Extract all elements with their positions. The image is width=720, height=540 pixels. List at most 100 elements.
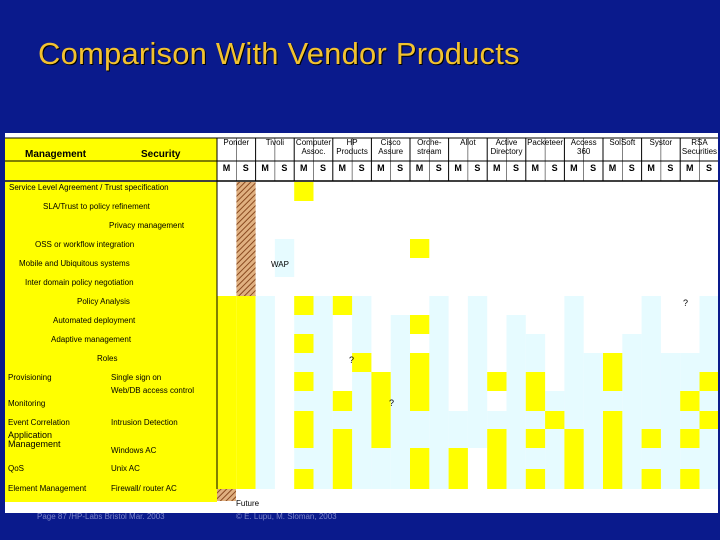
row-label: Element Management	[8, 484, 87, 493]
partial-cell	[429, 353, 449, 372]
yes-cell	[236, 372, 256, 391]
future-cell	[236, 182, 256, 201]
partial-cell	[564, 411, 584, 429]
vendor-header: Systor	[642, 138, 681, 147]
partial-cell	[680, 372, 700, 391]
vendor-name-line2: stream	[417, 147, 442, 156]
comparison-table: Management Security Ponder Tivoli Computer…	[5, 133, 718, 513]
partial-cell	[255, 429, 275, 448]
vendor-name-line2: Assoc.	[301, 147, 326, 156]
partial-cell	[622, 429, 642, 448]
partial-cell	[506, 448, 526, 469]
partial-cell	[699, 429, 718, 448]
column-s-label: S	[397, 163, 404, 173]
yes-cell	[217, 448, 237, 469]
table-grid	[5, 137, 718, 502]
row-label: Event Correlation	[8, 418, 70, 427]
yes-cell	[294, 182, 314, 201]
row-label: Provisioning	[8, 373, 52, 382]
partial-cell	[313, 411, 333, 429]
partial-cell	[699, 353, 718, 372]
yes-cell	[371, 391, 391, 411]
partial-cell	[641, 334, 661, 353]
yes-cell	[236, 353, 256, 372]
footer-left: Page 87 /HP-Labs Bristol Mar. 2003	[37, 512, 165, 521]
partial-cell	[622, 334, 642, 353]
header-security: Security	[141, 149, 181, 160]
partial-cell	[680, 353, 700, 372]
yes-cell	[603, 372, 623, 391]
vendor-name-line2: Ponder	[223, 138, 250, 147]
partial-cell	[352, 391, 372, 411]
yes-cell	[217, 429, 237, 448]
partial-cell	[583, 429, 603, 448]
column-s-label: S	[512, 163, 519, 173]
partial-cell	[583, 391, 603, 411]
empty-cell	[217, 239, 237, 258]
column-m-label: M	[531, 163, 540, 173]
partial-cell	[448, 411, 468, 429]
partial-cell	[622, 391, 642, 411]
vendor-header: Allot	[449, 138, 488, 147]
partial-cell	[660, 353, 681, 372]
partial-cell	[352, 411, 372, 429]
partial-cell	[622, 372, 642, 391]
yes-cell	[699, 372, 718, 391]
partial-cell	[352, 469, 372, 489]
partial-cell	[429, 411, 449, 429]
column-m-label: M	[338, 163, 347, 173]
yes-cell	[294, 469, 314, 489]
partial-cell	[660, 448, 681, 469]
vendor-name-line1: Active	[495, 138, 518, 147]
partial-cell	[622, 353, 642, 372]
yes-cell	[236, 429, 256, 448]
vendor-header: Ponder	[217, 138, 256, 147]
row-label: Monitoring	[8, 399, 46, 408]
question-mark-monitoring: ?	[389, 398, 395, 408]
vendor-name-line2: 360	[577, 147, 591, 156]
column-m-label: M	[222, 163, 231, 173]
yes-cell	[699, 411, 718, 429]
partial-cell	[313, 296, 333, 315]
partial-cell	[448, 429, 468, 448]
partial-cell	[352, 296, 372, 315]
yes-cell	[410, 315, 430, 334]
yes-cell	[217, 372, 237, 391]
yes-cell	[564, 469, 584, 489]
column-m-label: M	[415, 163, 424, 173]
yes-cell	[371, 429, 391, 448]
yes-cell	[332, 296, 353, 315]
yes-cell	[217, 353, 237, 372]
row-sublabel: Windows AC	[111, 446, 157, 455]
partial-cell	[255, 372, 275, 391]
partial-cell	[641, 296, 661, 315]
yes-cell	[410, 372, 430, 391]
yes-cell	[352, 353, 372, 372]
column-m-label: M	[299, 163, 308, 173]
partial-cell	[313, 353, 333, 372]
partial-cell	[506, 334, 526, 353]
column-m-label: M	[492, 163, 501, 173]
row-sublabel: Intrusion Detection	[111, 418, 178, 427]
vendor-header: HP Products	[333, 138, 372, 156]
yes-cell	[217, 391, 237, 411]
partial-cell	[506, 469, 526, 489]
partial-cell	[255, 448, 275, 469]
yes-cell	[641, 469, 661, 489]
footer-right: © E. Lupu, M. Sloman, 2003	[236, 512, 337, 521]
vendor-name-line2: Assure	[378, 147, 404, 156]
partial-cell	[429, 391, 449, 411]
partial-cell	[352, 315, 372, 334]
future-cell	[236, 221, 256, 239]
partial-cell	[255, 469, 275, 489]
yes-cell	[294, 296, 314, 315]
partial-cell	[313, 334, 333, 353]
column-m-label: M	[685, 163, 694, 173]
vendor-name-line2: SolSoft	[609, 138, 636, 147]
future-cell	[236, 258, 256, 277]
partial-cell	[564, 315, 584, 334]
partial-cell	[583, 353, 603, 372]
question-mark-policy: ?	[683, 298, 689, 308]
partial-cell	[352, 429, 372, 448]
vendor-name-line1: HP	[346, 138, 358, 147]
